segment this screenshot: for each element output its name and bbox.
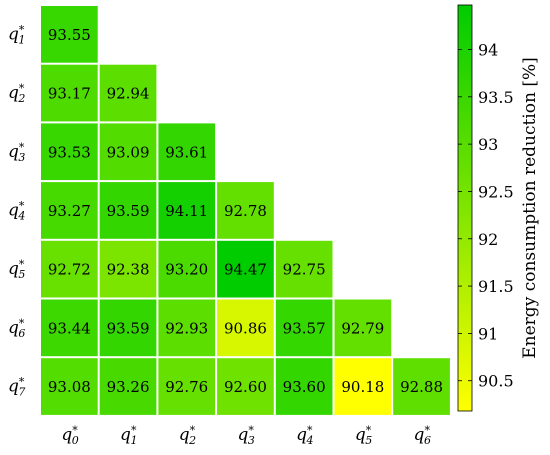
heatmap-cell (217, 358, 274, 415)
heatmap-cell (99, 123, 157, 181)
colorbar-label: Energy consumption reduction [%] (520, 57, 540, 358)
cell-value-label: 93.60 (283, 378, 326, 396)
colorbar-tick-label: 92.5 (478, 182, 514, 201)
cell-value-label: 93.17 (48, 85, 91, 103)
y-tick-label: q* 7 (8, 375, 25, 399)
heatmap-cell (275, 240, 333, 298)
heatmap-cell (217, 182, 274, 239)
cell-value-label: 92.38 (107, 261, 150, 279)
heatmap-cell (334, 358, 392, 415)
heatmap-cells: 93.55 93.17 92.94 93.53 93.09 93.61 93.27 93.59… (41, 6, 450, 415)
y-tick-label: q* 2 (8, 82, 25, 106)
cell-value-label: 92.94 (107, 85, 150, 103)
heatmap-cell (41, 358, 98, 415)
x-axis-tick-labels: q* 0 q* 1 q* 2 q* 3 q* 4 q* 5 q* 6 (61, 424, 431, 448)
x-tick-label: q* 2 (179, 424, 196, 448)
x-tick-label: q* 5 (355, 424, 372, 448)
y-tick-label: q* 5 (8, 258, 25, 282)
colorbar-tick-label: 93 (478, 135, 498, 154)
cell-value-label: 93.26 (107, 378, 150, 396)
x-tick-label: q* 6 (414, 424, 431, 448)
colorbar-tick-label: 94 (478, 40, 498, 59)
heatmap-cell (217, 240, 274, 298)
cell-value-label: 93.44 (48, 319, 91, 337)
heatmap-cell (158, 299, 216, 357)
cell-value-label: 94.47 (224, 261, 267, 279)
cell-value-label: 92.93 (165, 319, 208, 337)
heatmap-cell (41, 299, 98, 357)
x-tick-label: q* 1 (120, 424, 137, 448)
cell-value-label: 92.79 (341, 319, 384, 337)
x-tick-label: q* 4 (296, 424, 313, 448)
colorbar-tick-label: 93.5 (478, 88, 514, 107)
heatmap-cell (99, 64, 157, 122)
y-tick-label: q* 6 (8, 316, 25, 340)
colorbar (457, 4, 473, 412)
heatmap-cell (41, 64, 98, 122)
cell-value-label: 93.53 (48, 143, 91, 161)
cell-value-label: 93.08 (48, 378, 91, 396)
cell-value-label: 93.57 (283, 319, 326, 337)
cell-value-label: 93.27 (48, 202, 91, 220)
y-tick-label: q* 4 (8, 199, 25, 223)
colorbar-tick-label: 90.5 (478, 372, 514, 391)
cell-value-label: 93.09 (107, 143, 150, 161)
heatmap-cell (99, 182, 157, 239)
cell-value-label: 93.59 (107, 319, 150, 337)
heatmap-cell (41, 240, 98, 298)
colorbar-ticks: 90.5 91 91.5 92 92.5 93 93.5 94 (458, 40, 514, 391)
cell-value-label: 92.72 (48, 261, 91, 279)
cell-value-label: 92.88 (400, 378, 443, 396)
y-tick-label: q* 1 (8, 23, 25, 47)
x-tick-label: q* 0 (61, 424, 78, 448)
colorbar-tick-label: 92 (478, 230, 498, 249)
heatmap-cell (334, 299, 392, 357)
cell-value-label: 93.20 (165, 261, 208, 279)
heatmap-cell (41, 6, 98, 63)
heatmap-cell (41, 123, 98, 181)
heatmap-cell (275, 299, 333, 357)
x-tick-label: q* 3 (237, 424, 254, 448)
cell-value-label: 94.11 (165, 202, 208, 220)
heatmap-cell (217, 299, 274, 357)
heatmap-cell (41, 182, 98, 239)
cell-value-label: 92.76 (165, 378, 208, 396)
heatmap-cell (158, 182, 216, 239)
heatmap-cell (99, 240, 157, 298)
heatmap-cell (275, 358, 333, 415)
cell-value-label: 90.18 (341, 378, 384, 396)
heatmap-cell (99, 358, 157, 415)
heatmap-cell (393, 358, 450, 415)
y-axis-tick-labels: q* 1 q* 2 q* 3 q* 4 q* 5 q* 6 q* 7 (8, 23, 25, 399)
cell-value-label: 90.86 (224, 319, 267, 337)
heatmap-cell (158, 123, 216, 181)
heatmap-cell (158, 240, 216, 298)
heatmap-cell (99, 299, 157, 357)
cell-value-label: 92.60 (224, 378, 267, 396)
heatmap-cell (158, 358, 216, 415)
cell-value-label: 92.75 (283, 261, 326, 279)
colorbar-tick-label: 91 (478, 324, 498, 343)
colorbar-tick-label: 91.5 (478, 277, 514, 296)
cell-value-label: 93.55 (48, 26, 91, 44)
y-tick-label: q* 3 (8, 140, 25, 164)
cell-value-label: 93.61 (165, 143, 208, 161)
cell-value-label: 93.59 (107, 202, 150, 220)
cell-value-label: 92.78 (224, 202, 267, 220)
